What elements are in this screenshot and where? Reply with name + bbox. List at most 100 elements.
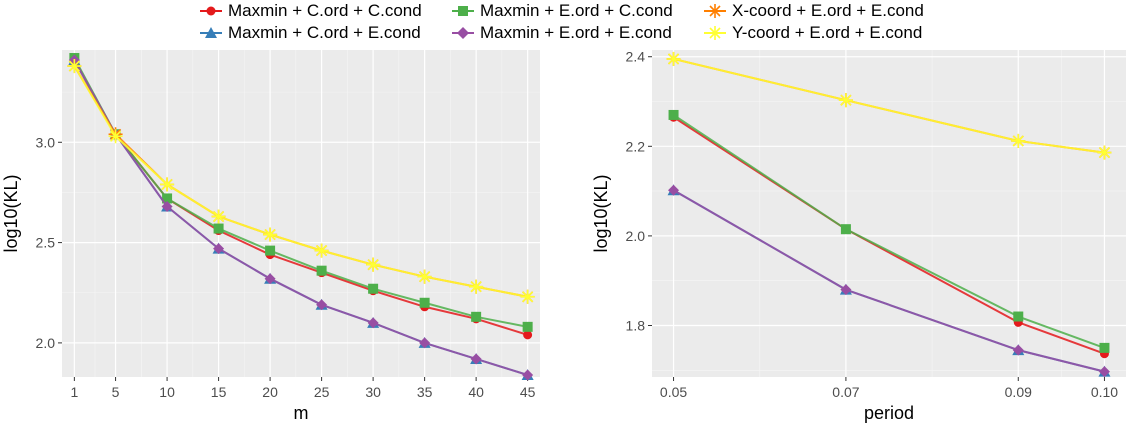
x-tick-label: 0.09 xyxy=(1005,384,1032,400)
series-line xyxy=(73,65,528,298)
point-asterisk xyxy=(417,269,432,284)
point-diamond xyxy=(1098,366,1110,378)
series xyxy=(668,184,1110,378)
point-diamond xyxy=(522,369,534,381)
y-tick-label: 2.5 xyxy=(36,235,56,251)
point-diamond xyxy=(840,284,852,296)
point-asterisk xyxy=(838,93,853,108)
legend-item-xcoord: X-coord + E.ord + E.cond xyxy=(702,0,924,22)
legend-label: Maxmin + E.ord + E.cond xyxy=(480,23,672,42)
x-tick-label: 45 xyxy=(520,384,536,400)
point-square xyxy=(471,311,482,322)
legend-label: Maxmin + C.ord + C.cond xyxy=(228,1,422,20)
asterisk-stroke xyxy=(840,94,852,106)
point-square xyxy=(316,265,327,276)
x-tick-label: 1 xyxy=(70,384,78,400)
point-diamond xyxy=(264,273,276,285)
legend-item-maxmin-eord-ccond: Maxmin + E.ord + C.cond xyxy=(450,0,673,22)
x-tick-label: 0.07 xyxy=(832,384,859,400)
y-tick-label: 2.0 xyxy=(36,335,56,351)
asterisk-stroke xyxy=(1012,135,1024,147)
legend-item-maxmin-eord-econd: Maxmin + E.ord + E.cond xyxy=(450,22,672,44)
point-asterisk xyxy=(211,209,226,224)
point-square xyxy=(1013,311,1024,322)
legend-label: Maxmin + E.ord + C.cond xyxy=(480,1,673,20)
series xyxy=(67,59,535,304)
asterisk-stroke xyxy=(110,130,122,142)
point-asterisk xyxy=(160,177,175,192)
x-tick-label: 35 xyxy=(417,384,433,400)
point-diamond xyxy=(161,200,173,212)
legend-key-circle xyxy=(200,6,222,16)
point-diamond xyxy=(213,243,225,255)
legend-item-ycoord: Y-coord + E.ord + E.cond xyxy=(702,22,922,44)
x-tick-label: 30 xyxy=(365,384,381,400)
point-square xyxy=(668,109,679,120)
point-diamond xyxy=(1012,344,1024,356)
asterisk-stroke xyxy=(1098,147,1111,159)
point-asterisk xyxy=(67,59,82,74)
asterisk-stroke xyxy=(522,291,534,303)
point-square xyxy=(162,193,173,204)
point-square xyxy=(213,223,224,234)
point-asterisk xyxy=(263,227,278,242)
y-tick-label: 2.4 xyxy=(626,49,646,65)
y-tick-label: 1.8 xyxy=(626,317,646,333)
point-diamond xyxy=(668,184,680,196)
point-diamond xyxy=(367,317,379,329)
x-tick-label: 40 xyxy=(468,384,484,400)
chart-period: 1.8 2.0 2.2 2.4 0.05 0.07 0.09 0.10 period log10(… xyxy=(591,49,1126,423)
point-square xyxy=(522,321,533,332)
legend-label: X-coord + E.ord + E.cond xyxy=(732,1,924,20)
point-square xyxy=(840,224,851,235)
series xyxy=(666,51,1112,160)
legend-key-asterisk xyxy=(704,4,726,18)
point-square xyxy=(419,297,430,308)
legend: Maxmin + C.ord + C.cond Maxmin + C.ord +… xyxy=(0,0,1136,46)
plot-background xyxy=(62,50,540,377)
legend-item-maxmin-cord-ccond: Maxmin + C.ord + C.cond xyxy=(198,0,422,22)
point-asterisk xyxy=(1097,145,1112,160)
point-diamond xyxy=(470,353,482,365)
x-tick-label: 0.05 xyxy=(660,384,687,400)
point-asterisk xyxy=(366,257,381,272)
asterisk-stroke xyxy=(68,60,80,72)
point-asterisk xyxy=(108,129,123,144)
point-asterisk xyxy=(469,279,484,294)
y-tick-label: 2.2 xyxy=(626,138,646,154)
asterisk-stroke xyxy=(213,210,225,223)
series xyxy=(668,109,1110,353)
y-axis-label: log10(KL) xyxy=(591,174,611,252)
legend-label: Maxmin + C.ord + E.cond xyxy=(228,23,421,42)
legend-item-maxmin-cord-econd: Maxmin + C.ord + E.cond xyxy=(198,22,421,44)
asterisk-stroke xyxy=(667,53,680,65)
point-asterisk xyxy=(314,243,329,258)
asterisk-stroke xyxy=(161,178,173,190)
x-tick-label: 20 xyxy=(262,384,278,400)
point-square xyxy=(368,283,379,294)
legend-label: Y-coord + E.ord + E.cond xyxy=(732,23,923,42)
y-axis-label: log10(KL) xyxy=(1,174,21,252)
legend-key-asterisk xyxy=(704,26,726,40)
series-line xyxy=(673,57,1105,154)
legend-key-diamond xyxy=(452,27,474,39)
series-line xyxy=(673,189,1105,373)
x-tick-label: 0.10 xyxy=(1091,384,1118,400)
point-circle xyxy=(523,330,533,340)
x-tick-label: 10 xyxy=(159,384,175,400)
series-line xyxy=(672,114,1105,349)
asterisk-stroke xyxy=(264,228,276,241)
point-square xyxy=(265,245,276,256)
point-diamond xyxy=(316,299,328,311)
y-tick-label: 2.0 xyxy=(626,228,646,244)
legend-key-square xyxy=(452,6,474,16)
x-tick-label: 25 xyxy=(314,384,330,400)
x-axis-label: m xyxy=(294,403,309,423)
y-tick-label: 3.0 xyxy=(36,134,56,150)
point-square xyxy=(1099,342,1110,353)
series-line xyxy=(73,59,528,376)
legend-key-triangle xyxy=(200,27,222,38)
plot-background xyxy=(652,50,1126,377)
point-asterisk xyxy=(666,51,681,66)
